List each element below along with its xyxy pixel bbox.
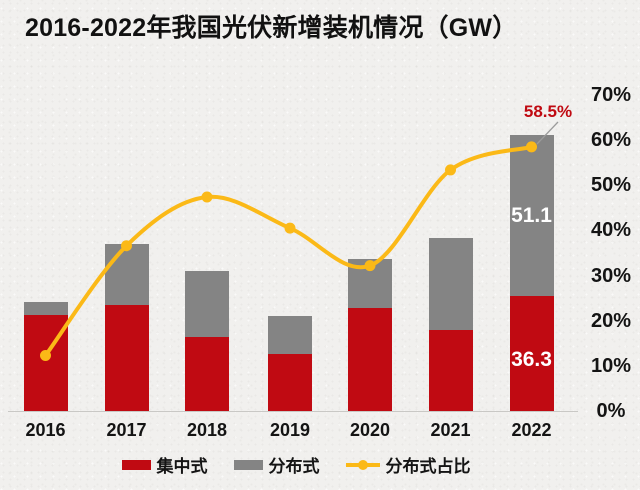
y-tick-70pct: 70%: [590, 84, 632, 106]
y-tick-40pct: 40%: [590, 219, 632, 242]
legend-dot-icon: [357, 459, 368, 470]
ratio-point-2020: [364, 260, 376, 272]
legend-item-centralized: 集中式: [121, 452, 208, 477]
legend-item-ratio: 分布式占比: [345, 452, 471, 477]
ratio-point-2022: [526, 141, 537, 153]
x-label-2020: 2020: [349, 420, 391, 440]
y-tick-50pct: 50%: [590, 174, 632, 197]
y-tick-10pct: 10%: [590, 354, 632, 377]
x-label-2017: 2017: [106, 420, 147, 440]
y-tick-0pct: 0%: [596, 400, 626, 422]
x-axis-line: [8, 411, 578, 412]
plot-area: 51.1 36.3 58.5%: [10, 95, 578, 411]
value-label-centralized-2022: 36.3: [511, 347, 552, 371]
ratio-line-svg: [40, 121, 559, 361]
bar-segment-distributed-2021: [428, 237, 473, 331]
ratio-point-2019: [284, 222, 296, 234]
legend-item-distributed: 分布式: [233, 452, 320, 477]
legend-swatch-icon: [233, 459, 263, 470]
legend-label: 分布式: [268, 457, 320, 476]
ratio-point-2018: [201, 191, 213, 203]
bar-segment-centralized-2017: [104, 304, 149, 411]
x-label-2016: 2016: [25, 420, 66, 440]
y-tick-20pct: 20%: [590, 309, 632, 332]
x-label-2018: 2018: [186, 420, 228, 440]
bar-segment-centralized-2019: [268, 354, 312, 411]
ratio-line: [43, 144, 534, 358]
legend-line-dot-icon: [345, 459, 380, 470]
y-tick-30pct: 30%: [590, 264, 632, 287]
bar-segment-centralized-2018: [185, 337, 229, 411]
y-tick-60pct: 60%: [590, 129, 632, 152]
bar-segment-centralized-2021: [428, 330, 473, 411]
legend: 集中式 分布式 分布式占比: [0, 452, 616, 477]
ratio-point-2016: [40, 349, 51, 361]
x-label-2022: 2022: [511, 420, 552, 440]
bar-segment-centralized-2022: [509, 296, 554, 411]
x-label-2019: 2019: [269, 420, 311, 440]
chart-title: 2016-2022年我国光伏新增装机情况（GW）: [25, 14, 518, 42]
legend-swatch-icon: [121, 459, 151, 470]
ratio-point-2021: [445, 164, 456, 176]
ratio-annotation-2022: 58.5%: [523, 102, 573, 121]
value-label-distributed-2022: 51.1: [511, 203, 552, 227]
bar-segment-distributed-2016: [23, 302, 68, 316]
annotation-leader-line: [536, 121, 559, 145]
bar-segment-centralized-2020: [348, 307, 392, 411]
bar-segment-distributed-2017: [104, 243, 149, 305]
bar-segment-distributed-2022: [509, 134, 554, 297]
x-label-2021: 2021: [430, 420, 471, 440]
bar-segment-distributed-2019: [268, 315, 312, 355]
legend-label: 集中式: [156, 457, 208, 476]
bar-segment-distributed-2018: [185, 271, 229, 338]
ratio-point-2017: [121, 240, 132, 252]
legend-label: 分布式占比: [385, 457, 471, 476]
